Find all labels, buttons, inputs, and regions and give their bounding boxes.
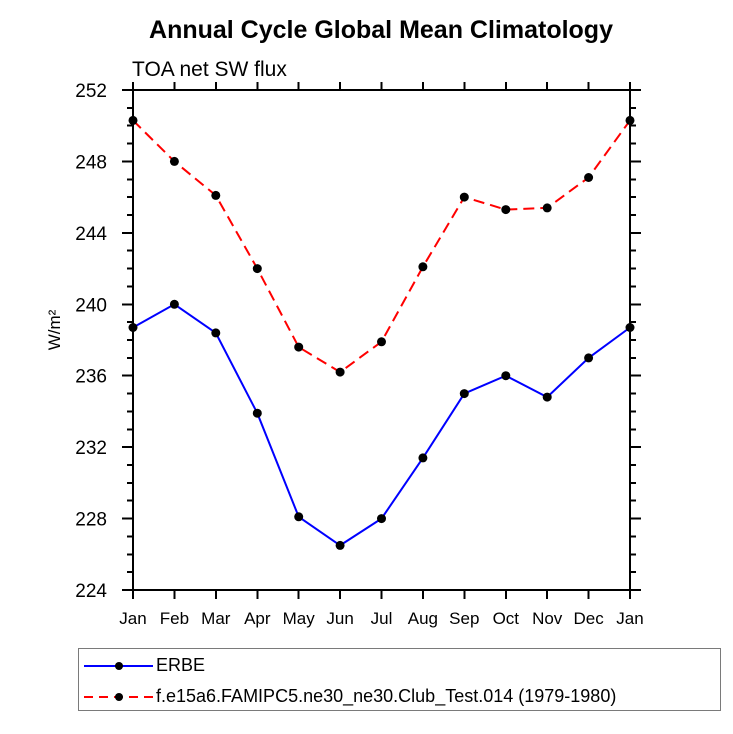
model-series-line (132, 119, 631, 374)
data-point-marker (252, 264, 262, 274)
legend: ERBE f.e15a6.FAMIPC5.ne30_ne30.Club_Test… (78, 648, 721, 711)
x-tick-label: Jan (616, 609, 643, 628)
x-tick-label: Dec (573, 609, 604, 628)
x-tick-label: Oct (493, 609, 520, 628)
data-point-marker (459, 389, 469, 399)
x-tick-label: Jun (326, 609, 353, 628)
data-point-marker (501, 371, 511, 381)
x-tick-label: Mar (201, 609, 231, 628)
data-point-marker (542, 392, 552, 402)
y-tick-label: 240 (75, 295, 107, 316)
data-point-marker (169, 156, 179, 166)
legend-item-model: f.e15a6.FAMIPC5.ne30_ne30.Club_Test.014 … (83, 681, 720, 712)
data-point-marker (335, 367, 345, 377)
model-line-sample (84, 693, 153, 701)
chart-title: Annual Cycle Global Mean Climatology (149, 16, 613, 44)
data-point-marker (584, 353, 594, 363)
data-point-marker (584, 173, 594, 182)
y-tick-label: 228 (75, 510, 107, 531)
legend-marker (115, 662, 123, 670)
legend-label-model: f.e15a6.FAMIPC5.ne30_ne30.Club_Test.014 … (156, 686, 617, 706)
data-point-marker (294, 342, 304, 352)
x-tick-label: Feb (160, 609, 189, 628)
data-point-marker (211, 328, 221, 338)
data-point-marker (377, 337, 386, 347)
y-tick-label: 248 (75, 152, 107, 173)
x-tick-label: Jan (119, 609, 146, 628)
data-point-marker (211, 190, 221, 200)
data-point-marker (542, 203, 552, 213)
data-point-marker (625, 115, 635, 125)
chart-subtitle: TOA net SW flux (132, 58, 287, 81)
data-point-marker (418, 453, 428, 463)
y-tick-label: 244 (75, 224, 107, 245)
data-point-marker (335, 540, 345, 550)
x-tick-label: Apr (244, 609, 271, 628)
data-point-marker (459, 192, 469, 202)
x-tick-label: Jul (371, 609, 393, 628)
data-point-marker (501, 205, 511, 215)
data-point-marker (418, 262, 428, 272)
data-point-marker (625, 323, 635, 332)
y-tick-label: 232 (75, 438, 107, 459)
data-point-marker (169, 299, 179, 309)
legend-marker (115, 693, 123, 701)
x-tick-label: May (283, 609, 316, 628)
data-point-marker (252, 408, 262, 418)
legend-label-erbe: ERBE (156, 655, 206, 675)
data-point-marker (128, 323, 138, 332)
y-tick-label: 224 (75, 581, 107, 602)
y-tick-label: 236 (75, 367, 107, 388)
y-tick-label: 252 (75, 81, 107, 102)
x-tick-label: Aug (408, 609, 438, 628)
legend-item-erbe: ERBE (83, 650, 720, 681)
data-point-marker (294, 512, 304, 522)
x-tick-label: Sep (449, 609, 479, 628)
erbe-line-sample (84, 662, 153, 670)
data-point-marker (128, 115, 138, 125)
data-point-marker (377, 514, 386, 524)
x-tick-label: Nov (532, 609, 563, 628)
